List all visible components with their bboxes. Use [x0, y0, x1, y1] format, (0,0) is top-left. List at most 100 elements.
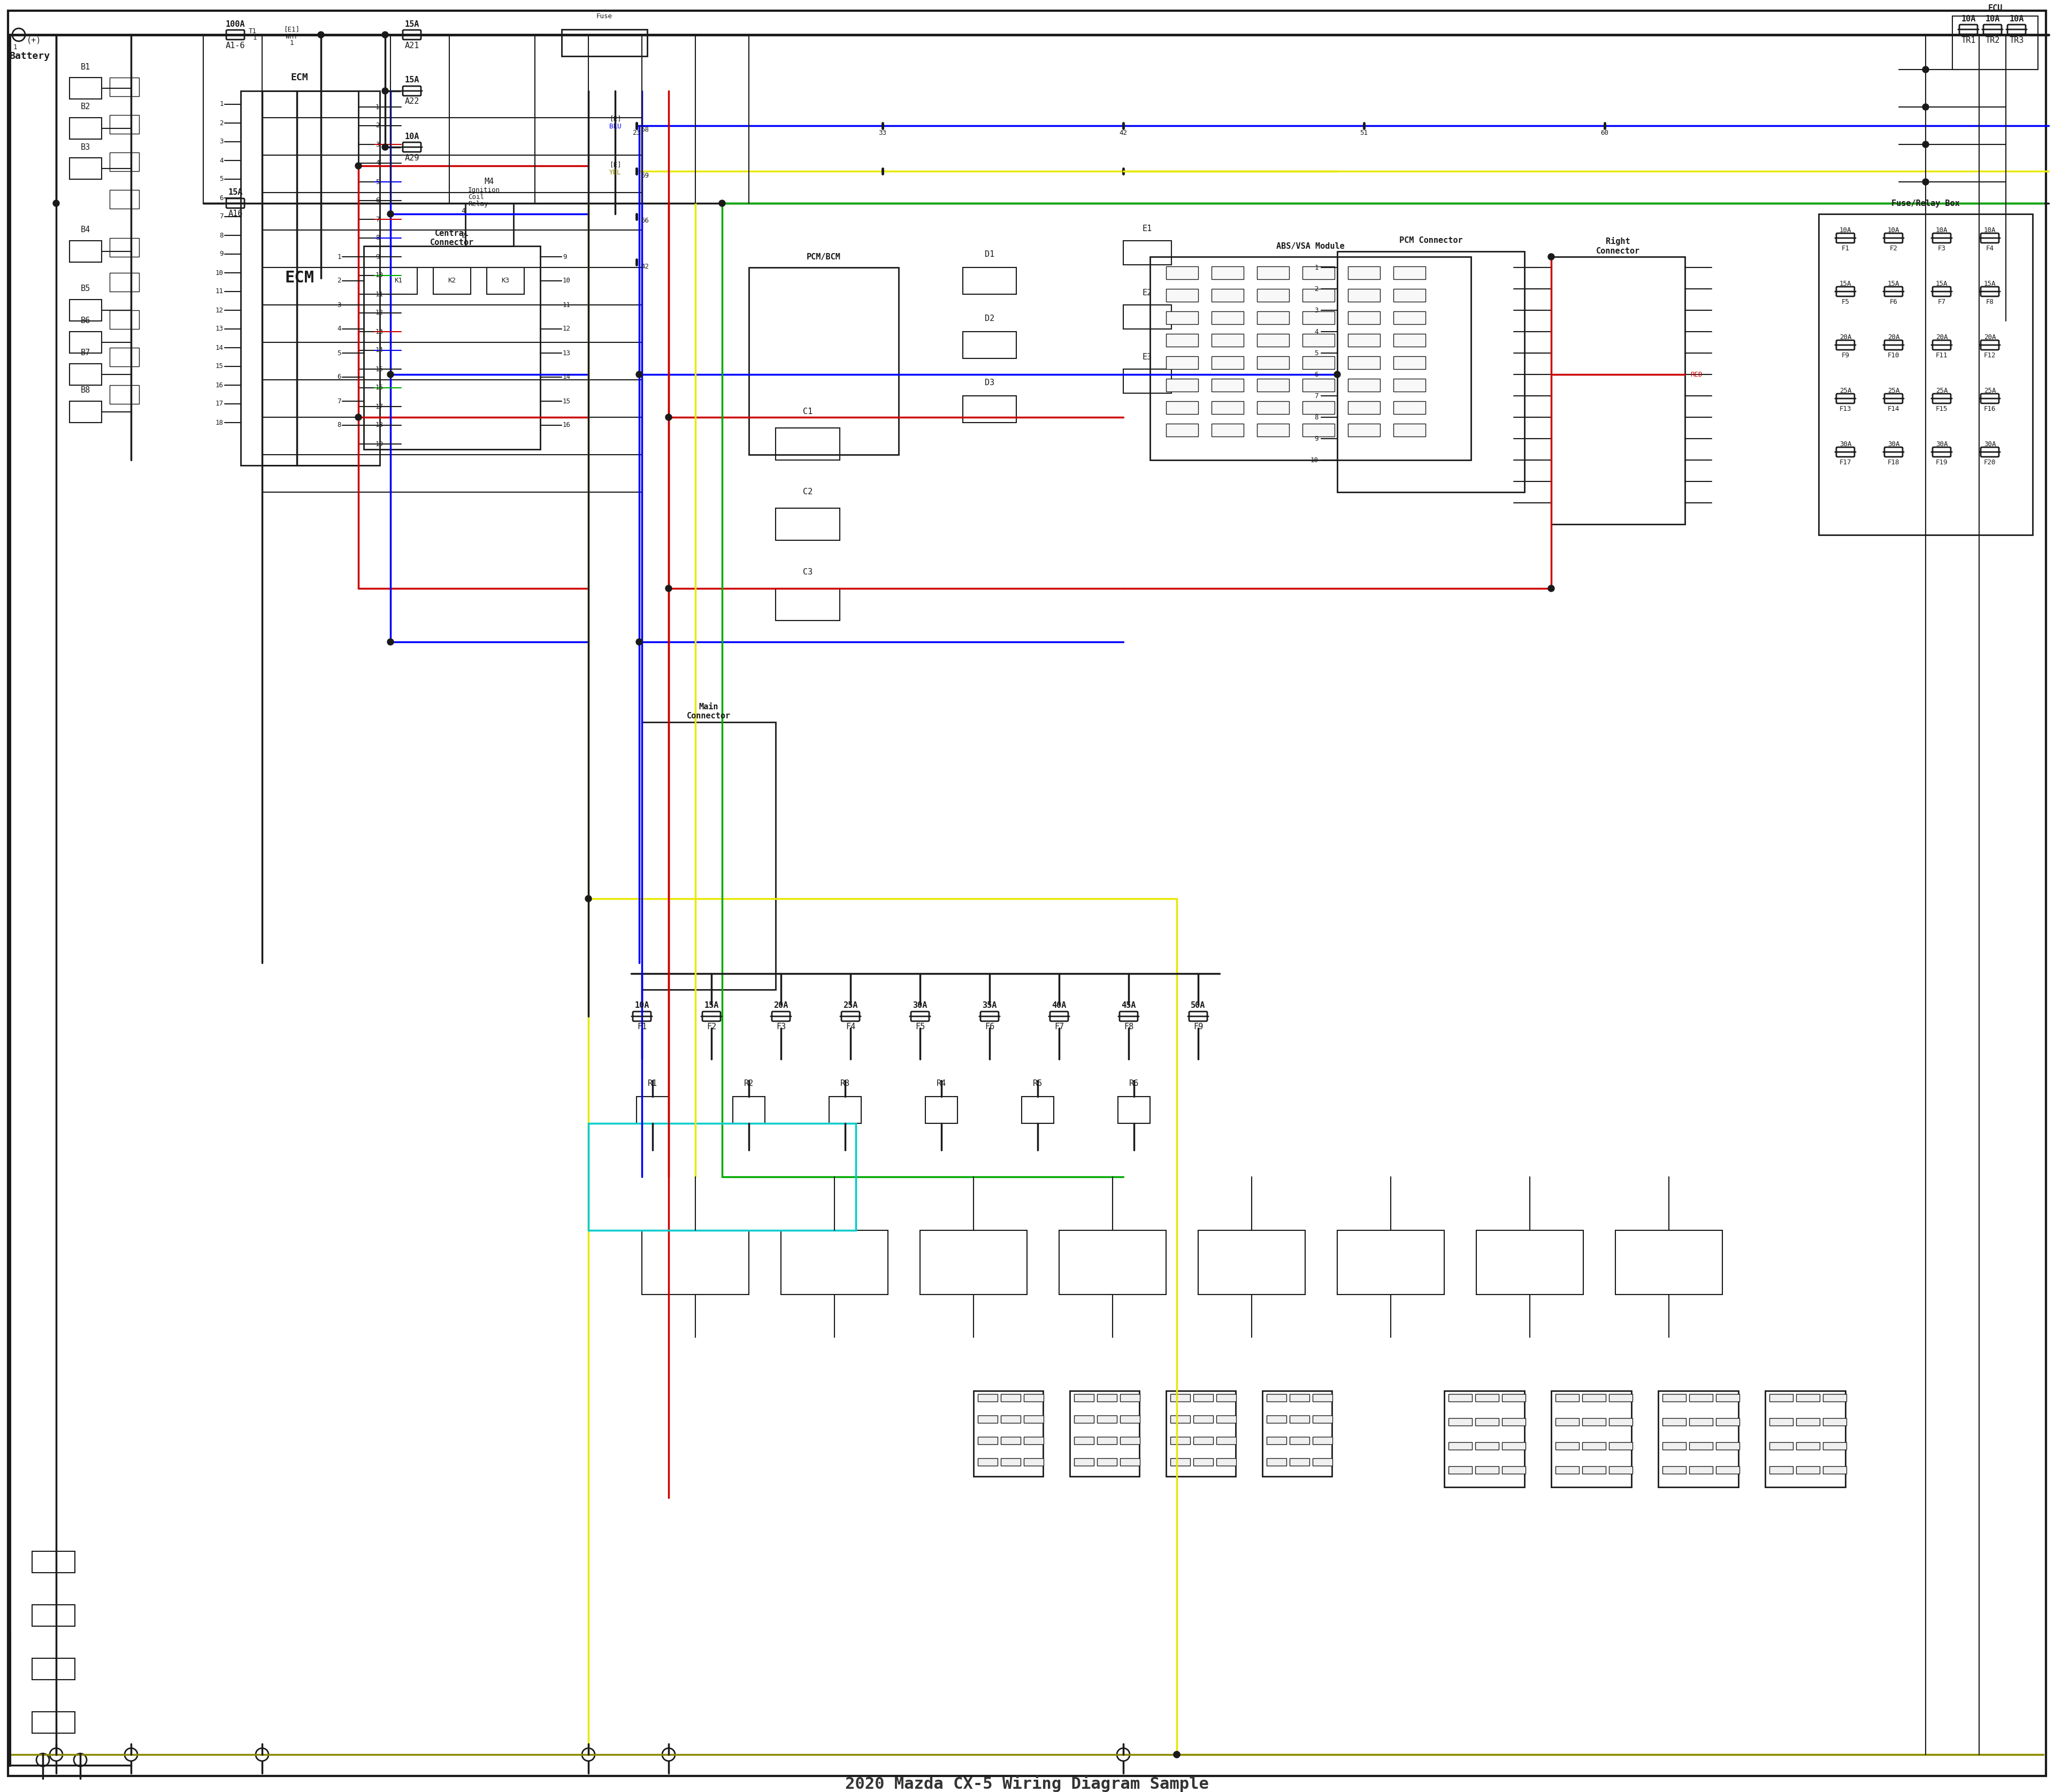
Text: R3: R3 [840, 1079, 850, 1088]
Bar [1475, 1466, 1499, 1473]
Bar [830, 1097, 861, 1124]
Text: 1: 1 [290, 39, 294, 47]
Bar [1768, 1417, 1793, 1426]
Text: 20A: 20A [1888, 333, 1900, 340]
Circle shape [637, 371, 643, 378]
Bar [466, 202, 514, 246]
Circle shape [719, 201, 725, 206]
Bar [1167, 357, 1197, 369]
Text: Fuse/Relay Box: Fuse/Relay Box [1892, 199, 1960, 208]
Bar [380, 267, 417, 294]
Circle shape [1333, 371, 1341, 378]
Bar [1257, 267, 1290, 280]
Bar [1393, 267, 1425, 280]
Text: F6: F6 [984, 1023, 994, 1030]
Bar [587, 1124, 857, 1231]
Bar [1267, 1459, 1286, 1466]
Text: 15A: 15A [1984, 280, 1996, 287]
Text: 35A: 35A [982, 1002, 996, 1009]
Text: 58: 58 [641, 127, 649, 133]
Bar [1302, 401, 1335, 414]
Bar [1347, 333, 1380, 346]
Text: 10A: 10A [405, 133, 419, 140]
Text: 15A: 15A [228, 188, 242, 197]
Circle shape [637, 638, 643, 645]
Text: 12: 12 [216, 306, 224, 314]
Text: 60: 60 [1600, 129, 1608, 136]
Circle shape [1923, 142, 1929, 147]
Bar [1477, 1231, 1584, 1294]
Text: PCM/BCM: PCM/BCM [807, 253, 840, 262]
Bar [1475, 1443, 1499, 1450]
Text: F2: F2 [707, 1023, 717, 1030]
Bar [1257, 401, 1290, 414]
Text: 10A: 10A [1984, 14, 2001, 23]
Text: 30A: 30A [1888, 441, 1900, 448]
Bar [240, 91, 357, 466]
Text: B3: B3 [80, 143, 90, 151]
Text: 66: 66 [641, 217, 649, 224]
Text: 2: 2 [220, 120, 224, 127]
Bar [978, 1416, 998, 1423]
Bar [1608, 1394, 1633, 1401]
Bar [33, 1606, 74, 1625]
Bar [1257, 312, 1290, 324]
Text: K1: K1 [394, 278, 403, 285]
Text: E3: E3 [1142, 353, 1152, 360]
Text: F16: F16 [1984, 405, 1996, 412]
Text: F9: F9 [1840, 353, 1849, 358]
Text: 6: 6 [220, 195, 224, 201]
Circle shape [53, 201, 60, 206]
Bar [1555, 1466, 1580, 1473]
Bar [1824, 1394, 1847, 1401]
Bar [70, 364, 101, 385]
Circle shape [355, 414, 362, 421]
Text: ECM: ECM [286, 271, 314, 287]
Bar [1097, 1416, 1117, 1423]
Text: K2: K2 [448, 278, 456, 285]
Bar [1193, 1394, 1214, 1401]
Bar [920, 1231, 1027, 1294]
Bar [1313, 1416, 1333, 1423]
Text: F6: F6 [1890, 299, 1898, 306]
Text: 4: 4 [462, 208, 466, 215]
Text: ECU: ECU [1988, 4, 2003, 13]
Bar [1070, 1391, 1140, 1477]
Text: C3: C3 [803, 568, 813, 577]
Bar [70, 77, 101, 99]
Bar [1119, 1394, 1140, 1401]
Bar [1551, 256, 1684, 525]
Text: Right
Connector: Right Connector [1596, 237, 1639, 254]
Text: 10: 10 [563, 278, 571, 285]
Bar [1347, 312, 1380, 324]
Text: 15A: 15A [1888, 280, 1900, 287]
Bar [70, 332, 101, 353]
Bar [1715, 1466, 1740, 1473]
Bar [1302, 289, 1335, 301]
Text: 16: 16 [563, 421, 571, 428]
Bar [776, 509, 840, 539]
Text: F17: F17 [1840, 459, 1851, 466]
Text: Relay: Relay [468, 201, 489, 208]
Bar [1337, 1231, 1444, 1294]
Bar [1501, 1443, 1526, 1450]
Text: 17: 17 [216, 400, 224, 407]
Bar [1074, 1416, 1095, 1423]
Bar [1124, 369, 1171, 392]
Bar [70, 299, 101, 321]
Text: F4: F4 [1986, 246, 1994, 253]
Bar [1302, 357, 1335, 369]
Text: ABS/VSA Module: ABS/VSA Module [1276, 242, 1345, 251]
Text: 50A: 50A [1191, 1002, 1206, 1009]
Text: 6: 6 [337, 375, 341, 380]
Text: (+): (+) [27, 36, 41, 45]
Text: 100A: 100A [226, 20, 244, 29]
Bar [33, 1552, 74, 1573]
Text: 10A: 10A [1984, 226, 1996, 233]
Text: 30A: 30A [1935, 441, 1947, 448]
Text: 11: 11 [376, 290, 384, 297]
Text: RED: RED [1690, 371, 1703, 378]
Text: 13: 13 [563, 349, 571, 357]
Bar [33, 1711, 74, 1733]
Bar [1448, 1466, 1473, 1473]
